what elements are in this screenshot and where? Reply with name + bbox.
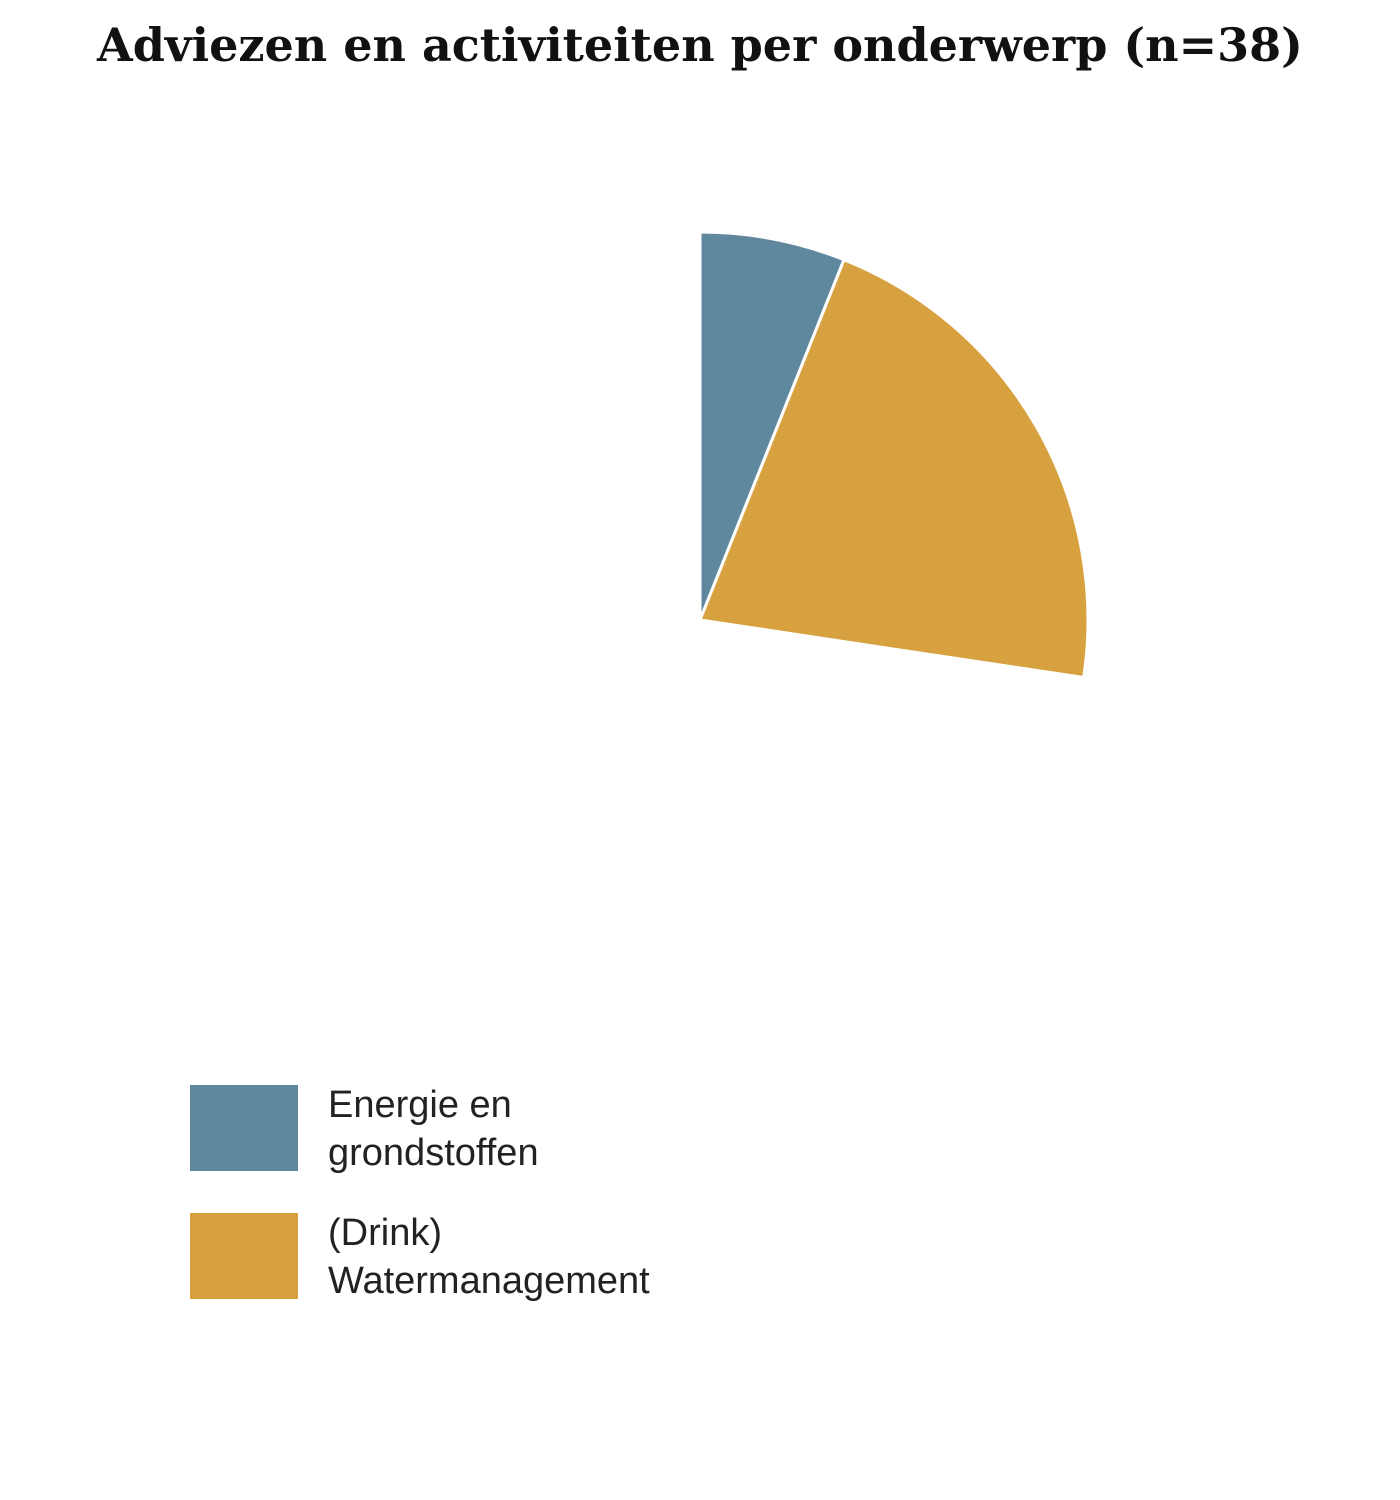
legend-label: Energie en grondstoffen: [328, 1084, 539, 1174]
pie-chart: [698, 230, 1090, 680]
pie-slices: [698, 230, 1090, 680]
pie-slice-drink-watermanagement: [698, 258, 1090, 680]
legend-item-energie: Energie en grondstoffen: [190, 1084, 708, 1177]
chart-title: Adviezen en activiteiten per onderwerp (…: [97, 18, 1303, 72]
pie-slice-energie-en-grondstoffen: [698, 230, 846, 622]
legend: Energie en grondstoffen (Drink) Waterman…: [190, 1084, 708, 1341]
legend-item-watermanagement: (Drink) Watermanagement: [190, 1212, 708, 1305]
legend-swatch: [190, 1213, 298, 1299]
legend-swatch: [190, 1085, 298, 1171]
legend-label: (Drink) Watermanagement: [328, 1212, 650, 1302]
